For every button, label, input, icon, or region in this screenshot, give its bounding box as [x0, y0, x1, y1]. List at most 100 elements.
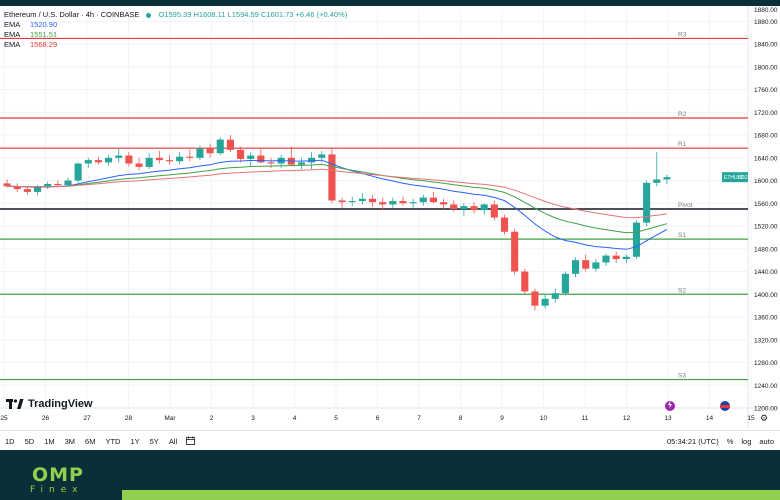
range-5d-button[interactable]: 5D [24, 436, 35, 446]
auto-scale-toggle[interactable]: auto [759, 436, 774, 446]
gear-icon[interactable]: ⚙ [760, 414, 768, 424]
candle-body[interactable] [318, 154, 326, 158]
candle-body[interactable] [196, 148, 204, 158]
candle-body[interactable] [643, 182, 651, 223]
candle-body[interactable] [216, 139, 224, 154]
candle-body[interactable] [551, 293, 559, 299]
candle-body[interactable] [429, 197, 437, 203]
candle-body[interactable] [632, 222, 641, 257]
ema-green-line[interactable] [7, 163, 668, 234]
range-5y-button[interactable]: 5Y [149, 436, 159, 446]
candle-body[interactable] [379, 202, 387, 205]
range-3m-button[interactable]: 3M [64, 436, 76, 446]
candle-body[interactable] [3, 183, 11, 187]
candle-body[interactable] [125, 155, 133, 164]
candle-body[interactable] [297, 162, 306, 165]
candle-body[interactable] [176, 156, 184, 162]
candle-body[interactable] [94, 160, 102, 163]
ema-label[interactable]: EMA [4, 30, 21, 39]
candle-body[interactable] [105, 157, 113, 163]
candle-body[interactable] [257, 155, 265, 163]
level-r3-label: R3 [678, 31, 687, 38]
current-price-symbol: ETHUSD [724, 175, 745, 181]
level-s1-label: S1 [678, 232, 686, 239]
candle-body[interactable] [460, 206, 468, 209]
candle-body[interactable] [226, 139, 234, 150]
candle-body[interactable] [155, 157, 163, 161]
candle-body[interactable] [338, 200, 346, 203]
candle-body[interactable] [480, 204, 488, 211]
candle-body[interactable] [653, 179, 661, 183]
candle-body[interactable] [206, 148, 214, 154]
range-1m-button[interactable]: 1M [44, 436, 55, 446]
candle-body[interactable] [419, 197, 427, 203]
candle-body[interactable] [582, 260, 590, 269]
candle-body[interactable] [267, 162, 275, 164]
range-ytd-button[interactable]: YTD [105, 436, 121, 446]
candle-body[interactable] [663, 177, 671, 180]
ema-blue-line[interactable] [7, 159, 668, 250]
candle-body[interactable] [490, 204, 498, 218]
candle-body[interactable] [358, 198, 366, 202]
price-chart[interactable]: R3 R2 R1 Pivot S1 S2 S3 1880.00 1840.00 1800.00 17… [0, 6, 780, 430]
time-tick-label: 8 [459, 415, 463, 422]
level-s2-label: S2 [678, 287, 686, 294]
candle-body[interactable] [511, 231, 519, 272]
log-scale-toggle[interactable]: log [741, 436, 752, 446]
ema-label[interactable]: EMA [4, 40, 21, 49]
candle-body[interactable] [450, 204, 458, 209]
range-1y-button[interactable]: 1Y [130, 436, 140, 446]
candle-body[interactable] [237, 149, 245, 159]
candle-body[interactable] [84, 160, 92, 164]
candle-body[interactable] [308, 157, 316, 163]
candle-body[interactable] [135, 163, 143, 167]
level-r1-label: R1 [678, 141, 687, 148]
tradingview-logo[interactable]: TradingView [6, 398, 93, 410]
calendar-icon[interactable] [186, 436, 196, 447]
price-tick-label: 1880.00 [754, 19, 778, 26]
current-price-tag[interactable] [722, 172, 748, 183]
clock-time[interactable]: 05:34:21 (UTC) [667, 436, 719, 446]
candle-body[interactable] [561, 273, 569, 294]
candle-body[interactable] [247, 155, 255, 159]
candle-body[interactable] [399, 201, 407, 204]
candle-body[interactable] [33, 187, 42, 192]
range-6m-button[interactable]: 6M [85, 436, 96, 446]
chart-legend: Ethereum / U.S. Dollar · 4h · COINBASE O… [4, 10, 347, 50]
candle-body[interactable] [165, 160, 174, 162]
ema-label[interactable]: EMA [4, 20, 21, 29]
ema-red-line[interactable] [7, 168, 667, 219]
candle-body[interactable] [74, 163, 82, 181]
candle-body[interactable] [54, 183, 62, 186]
candle-body[interactable] [612, 255, 620, 260]
candle-body[interactable] [572, 260, 580, 274]
candle-body[interactable] [115, 155, 123, 158]
event-lightning-glyph [668, 400, 672, 409]
price-tick-label: 1360.00 [754, 315, 778, 322]
candle-body[interactable] [44, 183, 52, 188]
candle-body[interactable] [541, 298, 549, 306]
candle-body[interactable] [592, 262, 600, 269]
candle-body[interactable] [622, 256, 630, 260]
candle-body[interactable] [389, 201, 397, 205]
candle-body[interactable] [23, 189, 31, 192]
price-tick-label: 1280.00 [754, 360, 778, 367]
candle-body[interactable] [531, 291, 539, 306]
candle-body[interactable] [470, 206, 478, 211]
candle-body[interactable] [13, 186, 21, 190]
candle-body[interactable] [348, 201, 356, 203]
candle-body[interactable] [64, 180, 72, 186]
candle-body[interactable] [409, 202, 417, 204]
percent-scale-toggle[interactable]: % [726, 436, 734, 446]
range-all-button[interactable]: All [168, 436, 178, 446]
candle-body[interactable] [602, 255, 610, 263]
candle-body[interactable] [368, 198, 377, 203]
candle-body[interactable] [186, 156, 194, 158]
range-1d-button[interactable]: 1D [5, 436, 15, 446]
symbol-title[interactable]: Ethereum / U.S. Dollar · 4h · COINBASE [4, 10, 140, 19]
candle-body[interactable] [500, 217, 509, 232]
candle-body[interactable] [521, 271, 529, 292]
candle-body[interactable] [145, 157, 153, 167]
candle-body[interactable] [328, 154, 336, 201]
candle-body[interactable] [440, 202, 448, 205]
